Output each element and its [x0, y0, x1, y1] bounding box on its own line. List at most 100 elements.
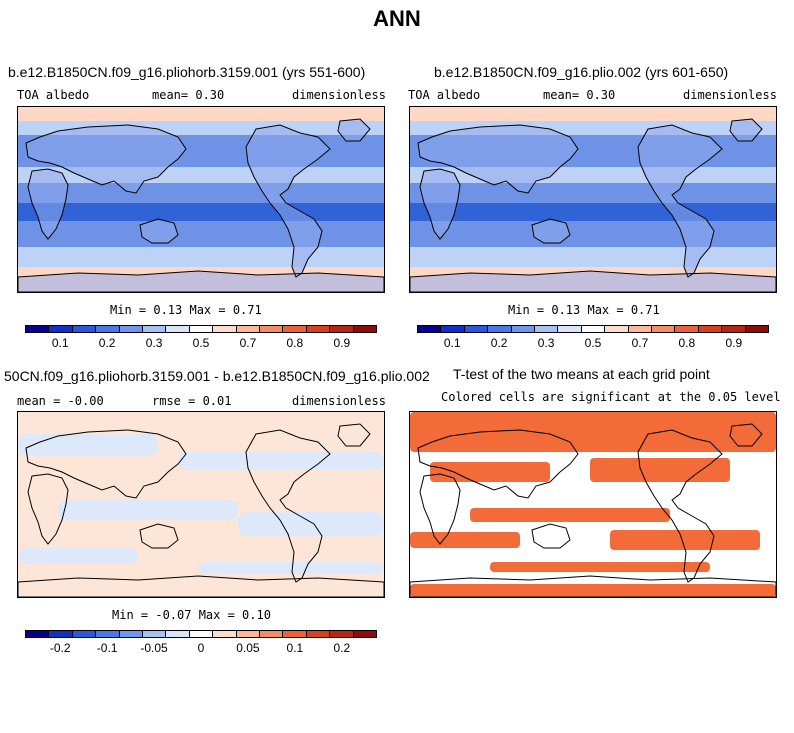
colorbar-swatch	[535, 326, 559, 332]
colorbar-swatch	[96, 326, 120, 332]
colorbar-tick-label: 0.5	[584, 336, 602, 350]
diff-negative-patch	[18, 434, 158, 456]
colorbar-swatch	[722, 326, 746, 332]
coastline	[139, 218, 179, 244]
colorbar-tick-label: 0.8	[678, 336, 696, 350]
colorbar-tick-label: 0.2	[98, 336, 116, 350]
colorbar-swatch	[698, 326, 723, 332]
coastline	[637, 429, 723, 583]
panel3-rmse: rmse = 0.01	[152, 394, 232, 408]
colorbar-swatch	[353, 326, 377, 332]
colorbar-swatch	[628, 326, 653, 332]
panel4-subtitle: Colored cells are significant at the 0.0…	[441, 390, 781, 404]
colorbar-swatch	[49, 631, 73, 637]
colorbar-swatch	[119, 631, 144, 637]
continent-fill	[338, 119, 370, 141]
colorbar-swatch	[26, 326, 50, 332]
colorbar-swatch	[605, 326, 629, 332]
coastline	[337, 423, 371, 447]
colorbar-swatch	[745, 326, 769, 332]
panel1-var-label: TOA albedo	[17, 88, 90, 102]
coastline	[139, 523, 179, 549]
colorbar-swatch	[260, 326, 284, 332]
coastline	[25, 429, 187, 499]
colorbar-swatch	[558, 326, 582, 332]
colorbar-swatch	[119, 326, 144, 332]
colorbar-tick-label: 0.1	[443, 336, 461, 350]
colorbar-tick-label: 0.2	[490, 336, 508, 350]
continent-fill	[532, 219, 570, 243]
continent-fill	[420, 169, 460, 239]
colorbar-swatch	[283, 631, 307, 637]
diff-negative-patch	[238, 512, 384, 536]
diff-negative-patch	[198, 562, 384, 574]
colorbar-swatch	[166, 326, 190, 332]
colorbar-swatch	[49, 326, 73, 332]
colorbar-swatch	[213, 326, 237, 332]
coastline	[417, 429, 579, 499]
continent-fill	[28, 169, 68, 239]
colorbar-swatch	[330, 326, 354, 332]
colorbar-tick-label: -0.1	[96, 641, 118, 655]
colorbar-swatch	[675, 326, 699, 332]
colorbar-1	[25, 325, 377, 333]
coastline	[27, 168, 69, 240]
colorbar-swatch	[511, 326, 536, 332]
colorbar-swatch	[488, 326, 512, 332]
coastline	[419, 473, 461, 545]
coastline	[419, 168, 461, 240]
panel2-minmax: Min = 0.13 Max = 0.71	[508, 303, 660, 317]
panel2-title: b.e12.B1850CN.f09_g16.plio.002 (yrs 601-…	[434, 64, 729, 80]
colorbar-tick-label: -0.05	[140, 641, 168, 655]
diff-negative-patch	[18, 548, 138, 564]
colorbar-swatch	[143, 326, 167, 332]
panel1-title: b.e12.B1850CN.f09_g16.pliohorb.3159.001 …	[8, 64, 366, 80]
colorbar-3	[25, 630, 377, 638]
colorbar-tick-label: 0.7	[239, 336, 257, 350]
panel2-var-label: TOA albedo	[408, 88, 481, 102]
panel3-mean: mean = -0.00	[17, 394, 104, 408]
panel4-map	[409, 411, 777, 598]
colorbar-swatch	[72, 326, 97, 332]
continent-fill	[26, 125, 186, 193]
coastline	[410, 270, 776, 292]
panel2-map	[409, 106, 777, 293]
colorbar-swatch	[283, 326, 307, 332]
colorbar-tick-label: 0.1	[51, 336, 69, 350]
continent-fill	[730, 119, 762, 141]
coastline	[18, 575, 384, 597]
colorbar-tick-label: 0.8	[286, 336, 304, 350]
figure-title: ANN	[373, 6, 421, 31]
colorbar-swatch	[236, 631, 261, 637]
significant-region	[610, 530, 760, 550]
diff-negative-patch	[178, 452, 384, 470]
arctic-high-albedo	[410, 107, 776, 121]
colorbar-swatch	[330, 631, 354, 637]
continent-fill	[140, 219, 178, 243]
panel1-minmax: Min = 0.13 Max = 0.71	[110, 303, 262, 317]
continent-fill	[410, 271, 776, 292]
coastline	[531, 218, 571, 244]
colorbar-swatch	[96, 631, 120, 637]
colorbar-swatch	[464, 326, 489, 332]
continent-fill	[638, 125, 722, 277]
coastline	[27, 473, 69, 545]
coastline	[637, 124, 723, 278]
colorbar-swatch	[581, 326, 606, 332]
colorbar-2	[417, 325, 769, 333]
colorbar-swatch	[189, 326, 214, 332]
coastline	[410, 575, 776, 597]
coastline	[531, 523, 571, 549]
continent-fill	[418, 125, 578, 193]
colorbar-swatch	[189, 631, 214, 637]
colorbar-swatch	[652, 326, 676, 332]
tropical-deep-band	[18, 203, 384, 221]
coastline	[245, 429, 331, 583]
significant-region	[490, 562, 710, 572]
southern-storm-band	[18, 247, 384, 267]
colorbar-tick-label: 0.7	[631, 336, 649, 350]
significant-region	[590, 458, 730, 482]
colorbar-tick-label: 0.9	[333, 336, 351, 350]
colorbar-tick-label: -0.2	[49, 641, 71, 655]
coastline	[25, 124, 187, 194]
